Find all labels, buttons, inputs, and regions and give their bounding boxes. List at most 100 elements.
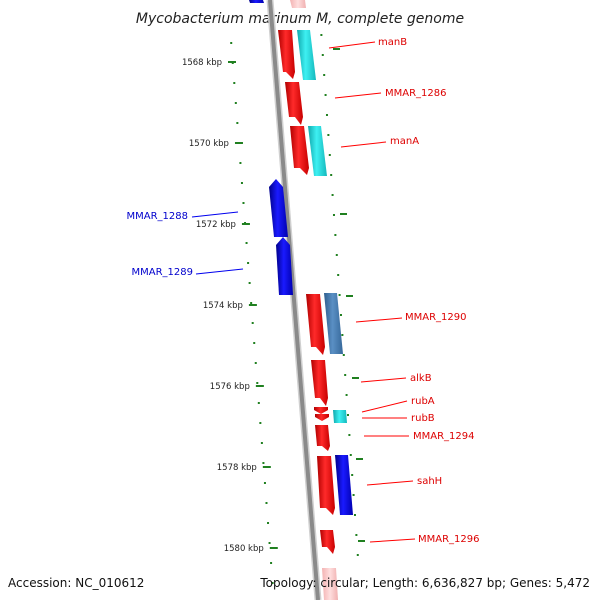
- gene-label-MMAR_1288: MMAR_1288: [127, 211, 189, 222]
- track-dot: [268, 542, 271, 544]
- gene-arrow-sahH: [317, 456, 335, 515]
- track-dot: [248, 282, 251, 284]
- gene-label-sahH: sahH: [417, 476, 442, 487]
- kbp-ruler: 1568 kbp 1570 kbp 1572 kbp 1574 kbp 1576 kbp…: [182, 58, 278, 554]
- track-dot: [267, 522, 270, 524]
- gene-label-MMAR_1296: MMAR_1296: [418, 534, 480, 545]
- track-dot: [356, 554, 359, 556]
- feature-box-blue: [335, 455, 353, 515]
- gene-arrow-alkB: [311, 360, 328, 406]
- gene-arrow-MMAR_1286: [285, 82, 303, 125]
- track-dot: [263, 482, 266, 484]
- track-dot: [335, 254, 338, 256]
- feature-box-cyan-3: [333, 410, 347, 423]
- gene-arrow-MMAR_1294: [315, 425, 330, 451]
- gene-label-MMAR_1286: MMAR_1286: [385, 88, 447, 99]
- partial-reverse-feature: [249, 0, 264, 3]
- gene-labels: manB MMAR_1286 manA MMAR_1288 MMAR_1289 …: [127, 37, 480, 545]
- track-dot: [346, 414, 349, 416]
- track-dot: [247, 262, 250, 264]
- gene-label-alkB: alkB: [410, 373, 432, 384]
- track-dot: [352, 494, 355, 496]
- track-dot: [265, 502, 268, 504]
- accession-text: Accession: NC_010612: [8, 576, 144, 590]
- track-dot: [341, 334, 344, 336]
- track-dot: [236, 122, 239, 124]
- track-dot: [321, 54, 324, 56]
- track-dash: [358, 540, 365, 542]
- track-dot: [234, 102, 237, 104]
- track-dot: [348, 434, 351, 436]
- gene-label-MMAR_1294: MMAR_1294: [413, 431, 475, 442]
- track-dot: [337, 274, 340, 276]
- track-dash: [352, 377, 359, 379]
- track-dot: [242, 202, 245, 204]
- track-dot: [325, 114, 328, 116]
- track-dot: [332, 214, 335, 216]
- gene-label-rubA: rubA: [411, 396, 435, 407]
- track-dot: [230, 42, 233, 44]
- gene-arrow-MMAR_1290: [306, 294, 325, 355]
- track-dot: [345, 394, 348, 396]
- track-dot: [355, 534, 358, 536]
- track-dot: [342, 354, 345, 356]
- kbp-tick-label: 1568 kbp: [182, 58, 222, 68]
- gene-arrow-MMAR_1289: [276, 237, 293, 295]
- feature-box-cyan-2: [308, 126, 327, 176]
- track-dash: [346, 295, 353, 297]
- kbp-tick-label: 1572 kbp: [196, 220, 236, 230]
- track-dot: [331, 194, 334, 196]
- gene-label-rubB: rubB: [411, 413, 435, 424]
- track-dot: [320, 34, 323, 36]
- kbp-tick-label: 1578 kbp: [217, 463, 257, 473]
- gene-arrow-MMAR_1296: [320, 530, 335, 554]
- kbp-tick-label: 1574 kbp: [203, 301, 243, 311]
- kbp-tick-label: 1570 kbp: [189, 139, 229, 149]
- track-dot: [259, 422, 262, 424]
- track-dot: [328, 154, 331, 156]
- gene-arrow-manB: [278, 30, 295, 79]
- track-dot: [338, 294, 341, 296]
- track-dot: [344, 374, 347, 376]
- track-dot: [245, 242, 248, 244]
- track-dot: [323, 74, 326, 76]
- track-dot: [256, 382, 259, 384]
- kbp-tick-label: 1576 kbp: [210, 382, 250, 392]
- track-dot: [253, 342, 256, 344]
- track-dot: [330, 174, 333, 176]
- track-dot: [351, 474, 354, 476]
- gene-label-MMAR_1290: MMAR_1290: [405, 312, 467, 323]
- gene-arrow-manA: [290, 126, 309, 175]
- track-dash: [340, 213, 347, 215]
- gene-label-leaders: [191, 41, 416, 543]
- track-dot: [254, 362, 257, 364]
- track-dot: [260, 442, 263, 444]
- adjacent-track-segment: [290, 0, 338, 600]
- track-dot: [353, 514, 356, 516]
- track-dot: [233, 82, 236, 84]
- track-dot: [271, 582, 274, 584]
- track-dot: [250, 302, 253, 304]
- track-dot: [324, 94, 327, 96]
- track-dash: [356, 458, 363, 460]
- map-title: Mycobacterium marinum M, complete genome: [136, 11, 464, 27]
- gene-label-MMAR_1289: MMAR_1289: [132, 267, 194, 278]
- track-dot: [339, 314, 342, 316]
- genome-backbone: [266, 0, 322, 600]
- track-dot: [240, 182, 243, 184]
- track-dot: [262, 462, 265, 464]
- feature-box-cyan-1: [297, 30, 316, 80]
- kbp-tick-label: 1580 kbp: [224, 544, 264, 554]
- topology-text: Topology: circular; Length: 6,636,827 bp…: [259, 576, 590, 590]
- track-dot: [257, 402, 260, 404]
- track-dot: [251, 322, 254, 324]
- ruler-dot-track: [230, 34, 365, 584]
- track-dot: [349, 454, 352, 456]
- gene-arrow-rubA: [314, 407, 328, 414]
- track-dot: [270, 562, 273, 564]
- track-dot: [334, 234, 337, 236]
- track-dot: [327, 134, 330, 136]
- gene-label-manB: manB: [378, 37, 407, 48]
